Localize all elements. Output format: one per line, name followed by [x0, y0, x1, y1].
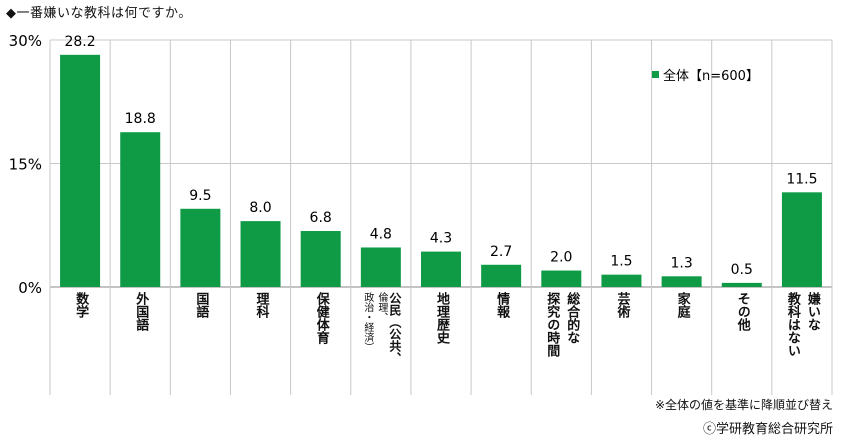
bar — [180, 208, 221, 287]
chart-title: ◆一番嫌いな教科は何ですか。 — [6, 6, 192, 21]
bar — [300, 231, 341, 287]
data-label: 11.5 — [786, 171, 817, 187]
data-label: 1.3 — [670, 255, 692, 271]
category-label: 嫌いな — [804, 292, 820, 331]
y-tick-label: 0% — [18, 279, 42, 297]
category-label: 保健体育 — [313, 292, 329, 344]
copyright-credit: ⓒ学研教育総合研究所 — [702, 422, 833, 437]
category-label: 国語 — [193, 292, 209, 318]
data-label: 2.7 — [490, 244, 512, 260]
data-label: 1.5 — [610, 254, 632, 270]
bar — [781, 192, 822, 287]
category-label: その他 — [734, 292, 750, 331]
category-label: 政治・経済） — [361, 292, 373, 352]
bar — [421, 251, 461, 287]
category-label: 公民（公共、 — [387, 292, 402, 364]
data-label: 8.0 — [249, 200, 271, 216]
bar — [240, 221, 281, 287]
category-label: 倫理、 — [375, 292, 387, 322]
category-label: 総合的な — [564, 292, 580, 344]
data-label: 2.0 — [550, 250, 572, 266]
bar — [601, 274, 642, 287]
data-label: 4.8 — [370, 226, 392, 242]
data-label: 28.2 — [64, 34, 95, 50]
sort-note: ※全体の値を基準に降順並び替え — [654, 398, 833, 412]
legend-swatch — [652, 71, 659, 78]
bar — [661, 276, 702, 287]
bar — [481, 264, 522, 287]
bar — [360, 247, 401, 287]
y-tick-label: 15% — [9, 156, 42, 174]
category-label: 情報 — [494, 292, 510, 318]
category-label: 芸術 — [614, 292, 630, 318]
category-label: 数学 — [73, 292, 89, 318]
y-tick-label: 30% — [9, 32, 42, 50]
legend-label: 全体【n=600】 — [663, 68, 759, 84]
data-label: 0.5 — [731, 262, 753, 278]
category-label: 探究の時間 — [544, 292, 560, 357]
category-label: 教科はない — [784, 292, 800, 357]
data-label: 6.8 — [310, 210, 332, 226]
category-label: 家庭 — [674, 292, 690, 318]
bar — [60, 54, 101, 287]
data-label: 18.8 — [125, 111, 156, 127]
category-label: 外国語 — [133, 292, 149, 331]
data-label: 4.3 — [430, 231, 452, 247]
category-label: 地理歴史 — [434, 292, 449, 344]
bar — [120, 132, 161, 287]
category-label: 理科 — [253, 292, 269, 318]
bar — [541, 270, 582, 287]
bar — [721, 282, 762, 287]
data-label: 9.5 — [189, 188, 211, 204]
